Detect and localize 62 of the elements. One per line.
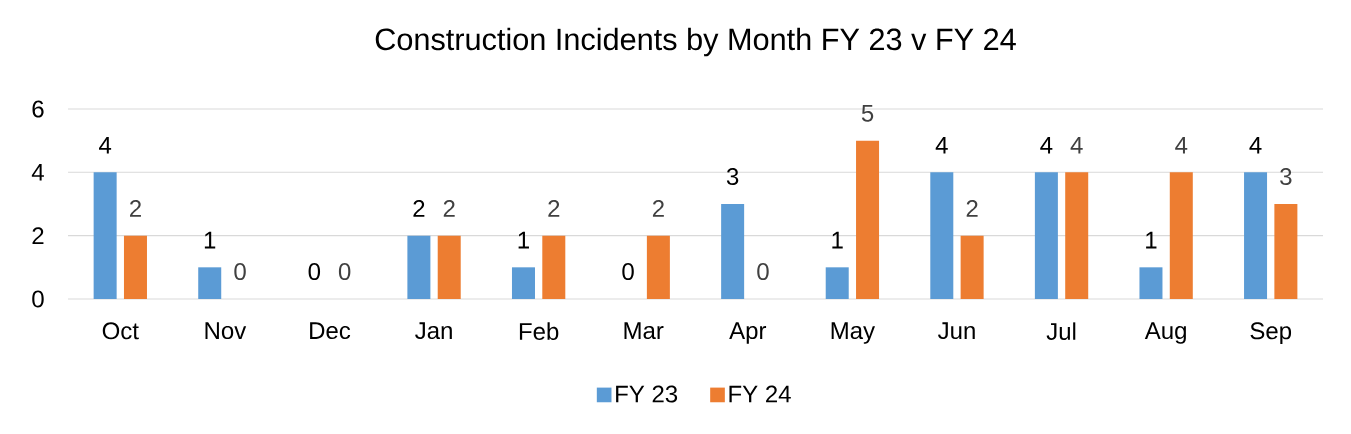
bar: [960, 235, 984, 299]
x-tick-label: Jun: [937, 322, 975, 340]
data-label: 0: [234, 263, 246, 281]
x-tick-label: Aug: [1144, 322, 1186, 344]
data-label: 1: [204, 231, 216, 249]
y-tick-label: 6: [32, 100, 44, 118]
legend-label: FY 24: [729, 385, 791, 403]
data-label: 4: [1249, 136, 1262, 154]
data-label: 2: [548, 199, 560, 217]
bar: [123, 235, 147, 299]
bar: [825, 267, 849, 299]
data-label: 0: [757, 263, 769, 281]
data-label: 3: [1280, 168, 1292, 186]
data-label: 3: [726, 168, 739, 186]
x-tick-label: Feb: [519, 322, 559, 340]
bar: [542, 235, 566, 299]
x-tick-label: Sep: [1250, 322, 1292, 345]
x-tick-label: Nov: [205, 322, 247, 340]
bar: [1274, 203, 1298, 299]
data-label: 2: [130, 199, 141, 217]
bar: [646, 235, 670, 299]
x-tick-label: Apr: [729, 322, 767, 344]
x-tick-label: Jul: [1046, 322, 1076, 340]
bar: [407, 235, 431, 299]
data-label: 2: [966, 199, 978, 217]
bar: [198, 267, 222, 299]
bar: [93, 172, 117, 299]
x-tick-label: Mar: [624, 322, 664, 340]
data-label: 2: [652, 199, 664, 217]
bar: [1169, 172, 1193, 299]
data-label: 4: [1070, 136, 1083, 154]
legend-label: FY 23: [616, 385, 678, 403]
bar: [930, 172, 954, 299]
bar: [511, 267, 535, 299]
data-label: 1: [1146, 231, 1157, 249]
data-label: 0: [622, 263, 634, 281]
data-label: 1: [518, 231, 529, 249]
x-tick-label: Jan: [415, 322, 452, 340]
data-label: 2: [443, 199, 455, 217]
data-label: 2: [413, 199, 425, 217]
data-label: 1: [832, 231, 843, 249]
x-tick-label: May: [831, 322, 876, 344]
data-label: 0: [308, 263, 321, 281]
data-label: 5: [861, 104, 874, 122]
bar: [721, 203, 745, 299]
y-tick-label: 2: [32, 227, 44, 245]
y-tick-label: 4: [31, 164, 44, 181]
bar: [856, 140, 880, 299]
bar: [1034, 172, 1058, 299]
data-label: 4: [99, 136, 112, 154]
data-label: 4: [1175, 136, 1188, 154]
y-tick-label: 0: [32, 290, 44, 308]
data-label: 4: [935, 136, 948, 154]
bar: [1139, 267, 1163, 299]
bar: [437, 235, 461, 299]
data-label: 0: [338, 263, 351, 281]
x-tick-label: Oct: [102, 322, 139, 340]
data-label: 4: [1040, 136, 1053, 154]
chart-title: Construction Incidents by Month FY 23 v FY 24: [375, 27, 1016, 57]
bar: [1065, 172, 1089, 299]
bar: [1244, 172, 1268, 299]
x-tick-label: Dec: [310, 322, 351, 340]
